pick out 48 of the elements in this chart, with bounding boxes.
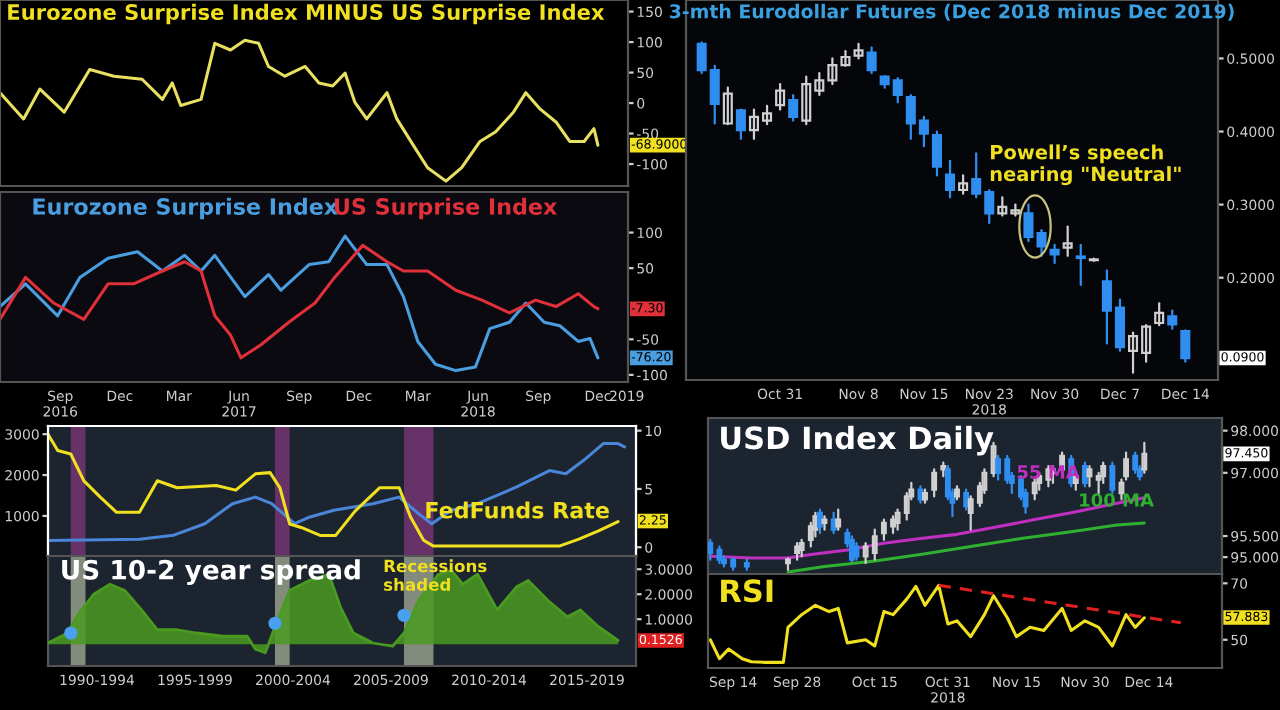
series-label: US Surprise Index	[334, 197, 557, 220]
candlestick	[1075, 243, 1086, 287]
candlestick	[1082, 461, 1088, 488]
candlestick	[1049, 243, 1060, 265]
point	[64, 626, 78, 640]
line-series	[0, 243, 600, 360]
candlestick	[963, 488, 970, 511]
candlestick	[722, 86, 733, 126]
candlestick	[1023, 203, 1034, 243]
candlestick	[995, 454, 1002, 481]
candlestick	[1132, 451, 1139, 474]
annotation: Powell’s speech nearing "Neutral"	[990, 144, 1181, 186]
candlestick	[835, 508, 842, 531]
series-label: 55 MA	[1017, 465, 1080, 479]
candlestick	[1036, 229, 1047, 257]
candlestick	[775, 82, 786, 111]
line-series	[0, 38, 600, 183]
candlestick	[817, 508, 823, 535]
candlestick	[931, 468, 938, 498]
candlestick	[1086, 464, 1093, 488]
line-series	[0, 234, 600, 373]
candlestick	[788, 93, 799, 122]
candlestick	[1109, 461, 1116, 495]
candlestick	[945, 159, 956, 199]
point	[397, 608, 411, 622]
candlestick	[958, 174, 969, 195]
line-series	[786, 521, 1146, 574]
candlestick	[848, 535, 855, 563]
series-label: Eurozone Surprise Index	[33, 197, 338, 220]
candlestick	[1180, 329, 1191, 363]
candlestick	[1154, 302, 1165, 327]
chart-title: US 10-2 year spread	[62, 559, 360, 586]
candlestick	[990, 441, 997, 478]
chart-title: USD Index Daily	[721, 425, 994, 456]
chart-title: RSI	[721, 579, 773, 603]
line-series	[708, 583, 1146, 664]
chart-title: 3-mth Eurodollar Futures (Dec 2018 minus Dec 2019)	[669, 3, 1234, 21]
candlestick	[708, 538, 714, 561]
candlestick	[1167, 309, 1178, 330]
candlestick	[1031, 478, 1038, 501]
candlestick	[821, 515, 828, 531]
candlestick	[866, 46, 877, 75]
candlestick	[735, 108, 746, 140]
candlestick	[871, 528, 878, 561]
point	[268, 616, 282, 630]
candlestick	[1062, 225, 1073, 257]
candlestick	[1141, 441, 1148, 474]
chart-title: Eurozone Surprise Index MINUS US Surprise Index	[8, 3, 605, 25]
